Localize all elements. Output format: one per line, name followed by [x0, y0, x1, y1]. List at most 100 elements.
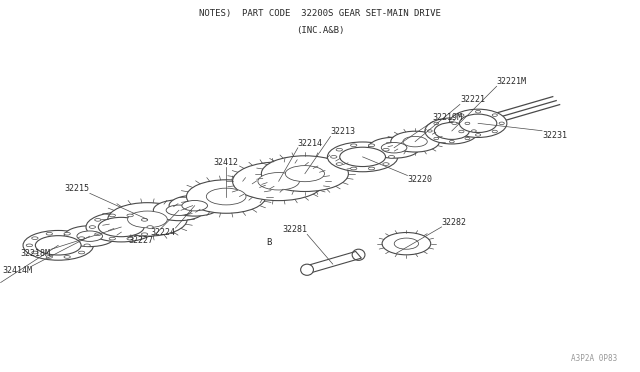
Ellipse shape — [499, 122, 504, 125]
Ellipse shape — [285, 166, 324, 182]
Ellipse shape — [386, 128, 445, 155]
Text: 32215: 32215 — [65, 185, 90, 193]
Ellipse shape — [23, 230, 93, 260]
Ellipse shape — [169, 195, 220, 216]
Ellipse shape — [99, 217, 144, 237]
Ellipse shape — [147, 226, 153, 228]
Ellipse shape — [336, 148, 342, 151]
Ellipse shape — [226, 158, 331, 204]
Ellipse shape — [459, 114, 464, 116]
Text: A3P2A 0P83: A3P2A 0P83 — [572, 354, 618, 363]
Ellipse shape — [434, 137, 438, 140]
Ellipse shape — [377, 230, 436, 258]
Ellipse shape — [206, 188, 246, 205]
Ellipse shape — [154, 200, 205, 221]
Ellipse shape — [261, 156, 348, 192]
Ellipse shape — [452, 122, 457, 125]
Ellipse shape — [35, 236, 81, 255]
Ellipse shape — [109, 214, 115, 217]
Ellipse shape — [435, 122, 469, 140]
Ellipse shape — [186, 180, 266, 213]
Ellipse shape — [166, 205, 192, 215]
Ellipse shape — [84, 244, 90, 247]
Ellipse shape — [141, 233, 148, 235]
Text: 32412: 32412 — [214, 158, 239, 167]
Text: 32219: 32219 — [0, 283, 1, 292]
Ellipse shape — [465, 137, 470, 140]
Ellipse shape — [383, 163, 389, 166]
Text: 32227: 32227 — [129, 236, 154, 245]
Ellipse shape — [492, 130, 497, 133]
Text: 32224: 32224 — [150, 228, 175, 237]
Ellipse shape — [331, 155, 337, 158]
Ellipse shape — [428, 130, 432, 132]
Ellipse shape — [26, 244, 33, 247]
Ellipse shape — [449, 141, 454, 143]
Ellipse shape — [351, 144, 357, 147]
Ellipse shape — [369, 144, 374, 147]
Ellipse shape — [95, 218, 101, 221]
Ellipse shape — [32, 251, 38, 254]
Ellipse shape — [46, 232, 52, 235]
Polygon shape — [304, 251, 362, 273]
Ellipse shape — [108, 203, 187, 236]
Ellipse shape — [89, 226, 95, 228]
Ellipse shape — [336, 163, 342, 166]
Ellipse shape — [127, 214, 133, 217]
Text: 32220: 32220 — [408, 176, 433, 185]
Ellipse shape — [232, 162, 324, 201]
Ellipse shape — [465, 122, 470, 125]
Ellipse shape — [64, 226, 115, 247]
Ellipse shape — [258, 173, 300, 190]
Ellipse shape — [472, 130, 476, 132]
Ellipse shape — [449, 109, 507, 137]
Text: 32221: 32221 — [460, 96, 485, 105]
Text: 32214: 32214 — [298, 139, 323, 148]
Ellipse shape — [100, 199, 194, 240]
Ellipse shape — [383, 148, 389, 151]
Ellipse shape — [127, 211, 167, 228]
Ellipse shape — [77, 231, 102, 241]
Ellipse shape — [109, 237, 115, 240]
Text: 32218M: 32218M — [21, 249, 51, 258]
Ellipse shape — [79, 251, 84, 254]
Text: NOTES)  PART CODE  32200S GEAR SET-MAIN DRIVE: NOTES) PART CODE 32200S GEAR SET-MAIN DR… — [199, 9, 441, 18]
Ellipse shape — [391, 131, 440, 152]
Ellipse shape — [64, 256, 70, 258]
Ellipse shape — [425, 118, 479, 144]
Ellipse shape — [328, 142, 398, 172]
Text: 32282: 32282 — [442, 218, 467, 227]
Ellipse shape — [369, 167, 374, 170]
Ellipse shape — [46, 256, 52, 258]
Ellipse shape — [79, 237, 84, 240]
Ellipse shape — [32, 237, 38, 240]
Text: 32221M: 32221M — [497, 77, 527, 86]
Ellipse shape — [460, 114, 497, 132]
Text: B: B — [266, 238, 271, 247]
Ellipse shape — [381, 142, 407, 153]
Ellipse shape — [95, 233, 101, 235]
Ellipse shape — [369, 137, 420, 158]
Ellipse shape — [476, 134, 481, 136]
Text: 32231: 32231 — [542, 131, 567, 140]
Ellipse shape — [86, 212, 156, 242]
Ellipse shape — [476, 110, 481, 113]
Text: 32213: 32213 — [330, 128, 355, 137]
Ellipse shape — [403, 137, 428, 147]
Ellipse shape — [492, 114, 497, 116]
Ellipse shape — [301, 264, 314, 275]
Text: (INC.A&B): (INC.A&B) — [296, 26, 344, 35]
Ellipse shape — [382, 232, 431, 255]
Ellipse shape — [394, 238, 419, 249]
Ellipse shape — [255, 152, 355, 195]
Ellipse shape — [459, 130, 464, 133]
Text: 32281: 32281 — [282, 225, 307, 234]
Ellipse shape — [388, 155, 395, 158]
Ellipse shape — [179, 176, 273, 217]
Ellipse shape — [64, 232, 70, 235]
Text: 32414M: 32414M — [2, 266, 32, 275]
Ellipse shape — [182, 201, 207, 211]
Ellipse shape — [434, 122, 438, 125]
Ellipse shape — [449, 119, 454, 121]
Ellipse shape — [340, 147, 385, 167]
